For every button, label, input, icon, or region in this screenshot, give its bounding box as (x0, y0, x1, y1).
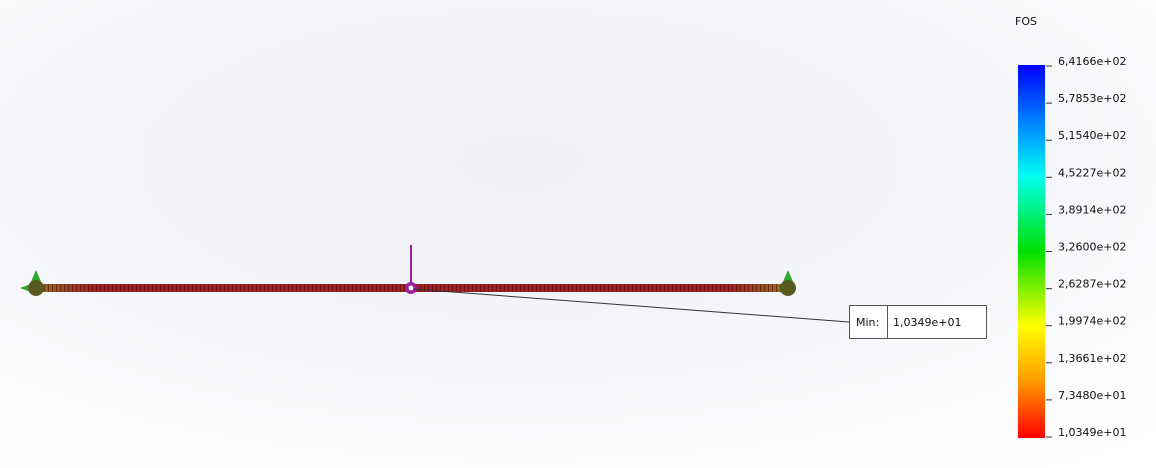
background (0, 0, 1156, 468)
joint-right (780, 280, 796, 296)
legend-label: 2,6287e+02 (1058, 278, 1126, 291)
legend-label: 5,1540e+02 (1058, 129, 1126, 142)
legend-label: 1,3661e+02 (1058, 352, 1126, 365)
joint-left (28, 280, 44, 296)
legend-label: 3,2600e+02 (1058, 241, 1126, 254)
probe-value: 1,0349e+01 (893, 316, 961, 329)
viewport: Min: 1,0349e+01 FOS 6,4166e+02 5,7853e+02… (0, 0, 1156, 468)
legend-bar (1018, 65, 1045, 438)
legend-label: 7,3480e+01 (1058, 389, 1126, 402)
page: Min: 1,0349e+01 FOS 6,4166e+02 5,7853e+02… (0, 0, 1156, 468)
legend-label: 4,5227e+02 (1058, 166, 1126, 179)
probe-point (409, 286, 414, 291)
legend-label: 1,9974e+02 (1058, 315, 1126, 328)
probe-label: Min: (856, 316, 879, 329)
legend-label: 5,7853e+02 (1058, 92, 1126, 105)
legend-label: 1,0349e+01 (1058, 426, 1126, 439)
legend-title: FOS (1015, 15, 1037, 28)
legend-label: 6,4166e+02 (1058, 55, 1126, 68)
legend-label: 3,8914e+02 (1058, 203, 1126, 216)
